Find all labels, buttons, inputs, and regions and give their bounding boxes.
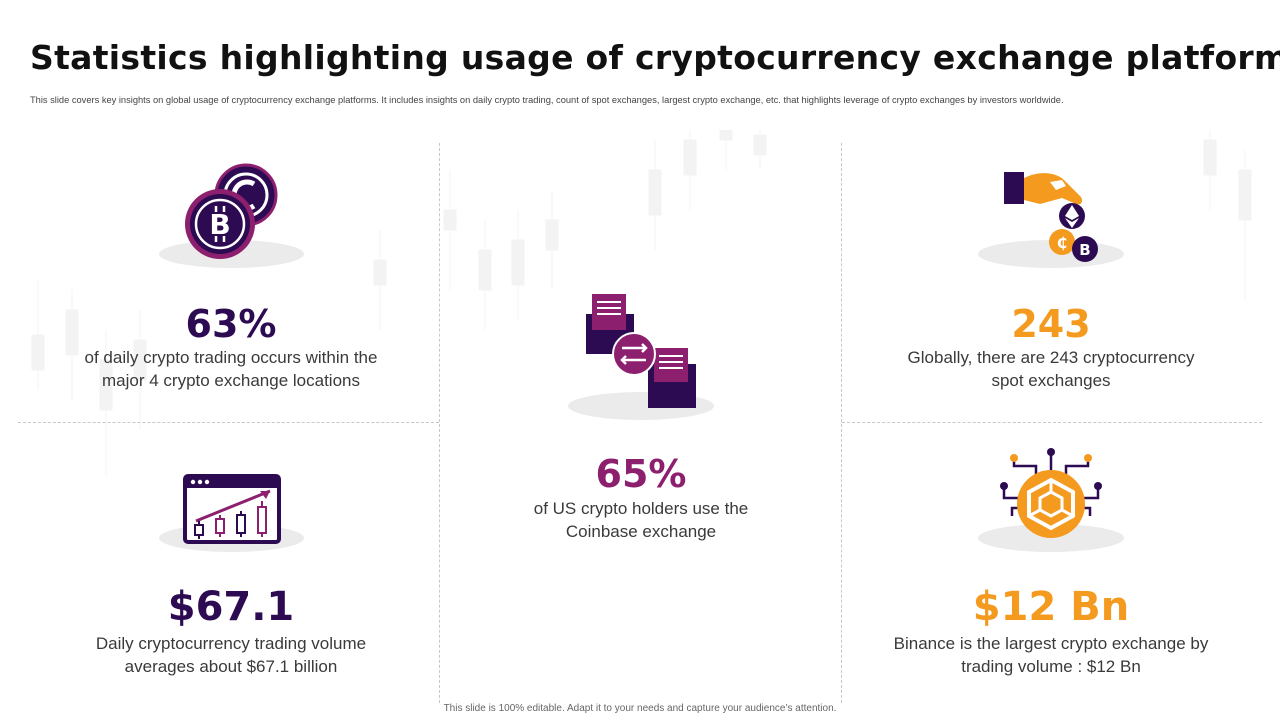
- hand-dropping-coins-icon: ₵ B: [1004, 172, 1098, 262]
- page-subtitle: This slide covers key insights on global…: [30, 95, 1064, 105]
- stat-description-line: Binance is the largest crypto exchange b…: [893, 634, 1209, 653]
- stat-description-line: of US crypto holders use the: [533, 499, 749, 518]
- stat-value-spot-exchanges-count: 243: [1011, 302, 1091, 346]
- stat-description-line: trading volume : $12 Bn: [961, 657, 1141, 676]
- stat-description-daily-trading-share: of daily crypto trading occurs within th…: [40, 346, 422, 392]
- trading-chart-icon: [183, 474, 281, 544]
- stat-description-binance-volume: Binance is the largest crypto exchange b…: [860, 632, 1242, 678]
- binance-circuit-icon: [1000, 448, 1102, 538]
- divider-right-horizontal: [842, 422, 1262, 423]
- svg-text:B: B: [1079, 241, 1090, 259]
- footer-note: This slide is 100% editable. Adapt it to…: [443, 703, 837, 714]
- stat-description-line: spot exchanges: [991, 371, 1111, 390]
- stat-description-line: Daily cryptocurrency trading volume: [95, 634, 367, 653]
- stat-value-coinbase-share: 65%: [595, 452, 687, 496]
- stat-description-coinbase-share: of US crypto holders use the Coinbase ex…: [460, 497, 822, 543]
- divider-right: [841, 143, 842, 703]
- svg-text:B: B: [209, 208, 230, 241]
- stat-value-daily-trading-share: 63%: [185, 302, 277, 346]
- stat-description-spot-exchanges-count: Globally, there are 243 cryptocurrency s…: [860, 346, 1242, 392]
- background-candlestick-pattern: [31, 130, 1252, 475]
- stat-value-binance-volume: $12 Bn: [972, 584, 1130, 630]
- page-title: Statistics highlighting usage of cryptoc…: [30, 38, 1280, 77]
- divider-left: [439, 143, 440, 703]
- stat-description-daily-trading-volume: Daily cryptocurrency trading volume aver…: [40, 632, 422, 678]
- stat-description-line: Globally, there are 243 cryptocurrency: [907, 348, 1195, 367]
- exchange-transfer-icon: [586, 294, 696, 408]
- divider-left-horizontal: [18, 422, 439, 423]
- stat-description-line: Coinbase exchange: [565, 522, 717, 541]
- stat-description-line: of daily crypto trading occurs within th…: [84, 348, 378, 367]
- svg-text:₵: ₵: [1057, 234, 1067, 252]
- stat-value-daily-trading-volume: $67.1: [167, 584, 295, 630]
- stat-description-line: major 4 crypto exchange locations: [102, 371, 360, 390]
- stat-description-line: averages about $67.1 billion: [124, 657, 338, 676]
- crypto-coins-icon: B: [185, 163, 278, 259]
